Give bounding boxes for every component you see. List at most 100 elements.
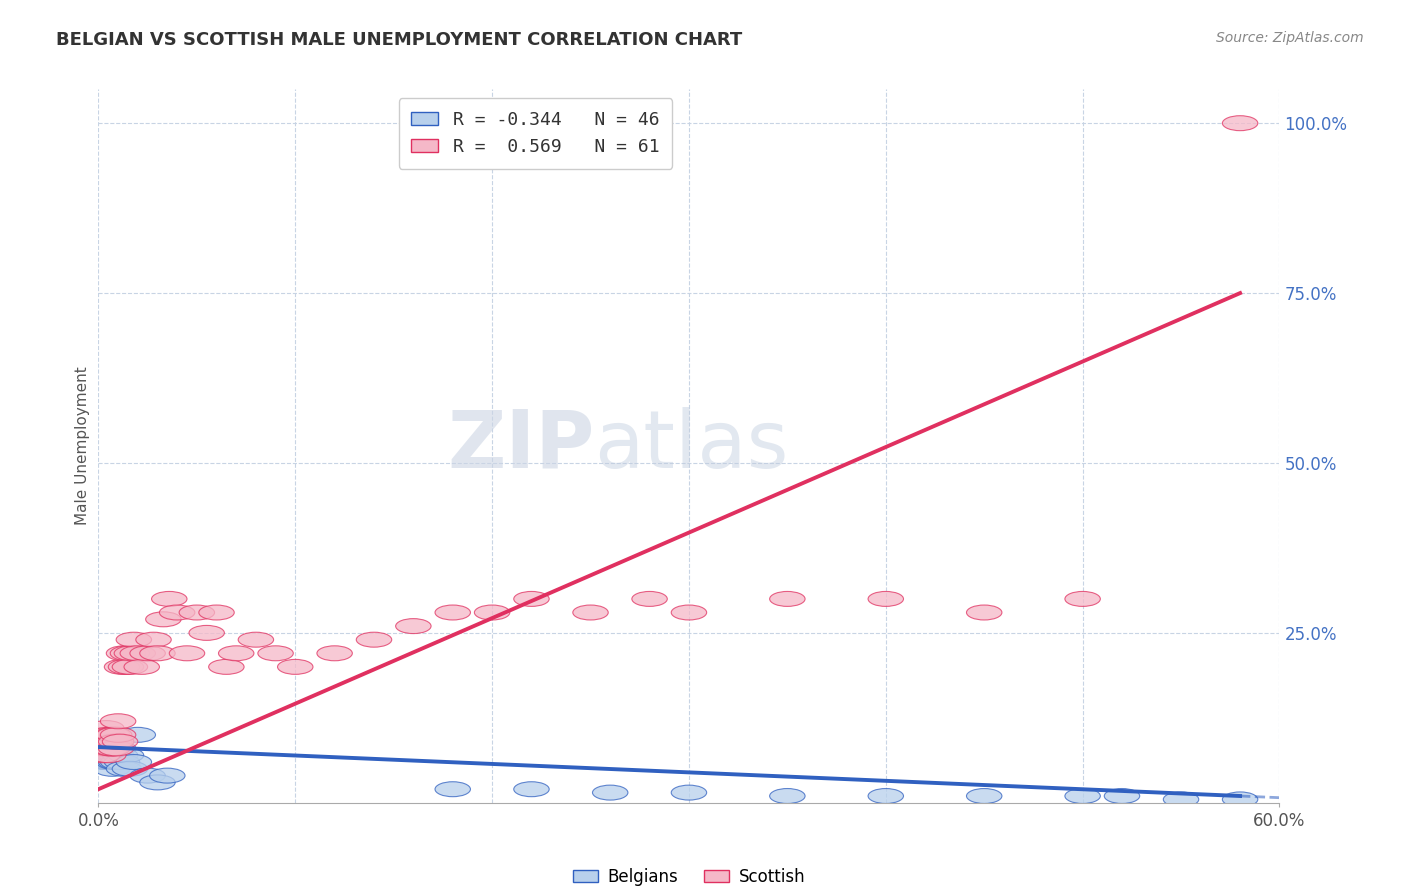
Ellipse shape <box>94 741 129 756</box>
Ellipse shape <box>129 768 166 783</box>
Ellipse shape <box>108 659 143 674</box>
Ellipse shape <box>513 781 550 797</box>
Ellipse shape <box>966 605 1002 620</box>
Ellipse shape <box>87 741 122 756</box>
Ellipse shape <box>966 789 1002 804</box>
Ellipse shape <box>198 605 235 620</box>
Ellipse shape <box>90 755 127 770</box>
Ellipse shape <box>100 714 136 729</box>
Ellipse shape <box>572 605 609 620</box>
Ellipse shape <box>671 605 707 620</box>
Ellipse shape <box>631 591 668 607</box>
Ellipse shape <box>98 755 134 770</box>
Ellipse shape <box>97 747 132 763</box>
Ellipse shape <box>513 591 550 607</box>
Ellipse shape <box>117 632 152 648</box>
Ellipse shape <box>83 741 118 756</box>
Ellipse shape <box>136 632 172 648</box>
Ellipse shape <box>84 747 120 763</box>
Ellipse shape <box>103 734 138 749</box>
Ellipse shape <box>94 734 129 749</box>
Ellipse shape <box>84 741 120 756</box>
Ellipse shape <box>110 646 146 661</box>
Ellipse shape <box>98 741 134 756</box>
Ellipse shape <box>89 755 124 770</box>
Ellipse shape <box>117 755 152 770</box>
Ellipse shape <box>356 632 392 648</box>
Ellipse shape <box>112 762 148 776</box>
Ellipse shape <box>90 727 127 742</box>
Ellipse shape <box>592 785 628 800</box>
Ellipse shape <box>90 747 127 763</box>
Ellipse shape <box>238 632 274 648</box>
Ellipse shape <box>104 755 139 770</box>
Ellipse shape <box>83 734 118 749</box>
Ellipse shape <box>87 747 122 763</box>
Ellipse shape <box>97 741 132 756</box>
Ellipse shape <box>97 734 132 749</box>
Ellipse shape <box>104 659 139 674</box>
Ellipse shape <box>218 646 254 661</box>
Ellipse shape <box>90 734 127 749</box>
Ellipse shape <box>107 646 142 661</box>
Ellipse shape <box>87 755 122 770</box>
Ellipse shape <box>169 646 205 661</box>
Ellipse shape <box>769 591 806 607</box>
Y-axis label: Male Unemployment: Male Unemployment <box>75 367 90 525</box>
Text: Source: ZipAtlas.com: Source: ZipAtlas.com <box>1216 31 1364 45</box>
Ellipse shape <box>90 741 127 756</box>
Ellipse shape <box>93 741 128 756</box>
Ellipse shape <box>188 625 225 640</box>
Ellipse shape <box>1222 792 1258 807</box>
Ellipse shape <box>89 741 124 756</box>
Ellipse shape <box>100 727 136 742</box>
Ellipse shape <box>124 659 159 674</box>
Ellipse shape <box>112 659 148 674</box>
Ellipse shape <box>107 762 142 776</box>
Ellipse shape <box>1064 789 1101 804</box>
Ellipse shape <box>120 727 156 742</box>
Ellipse shape <box>434 605 471 620</box>
Ellipse shape <box>87 727 122 742</box>
Ellipse shape <box>208 659 245 674</box>
Ellipse shape <box>868 591 904 607</box>
Ellipse shape <box>93 755 128 770</box>
Legend: R = -0.344   N = 46, R =  0.569   N = 61: R = -0.344 N = 46, R = 0.569 N = 61 <box>399 98 672 169</box>
Ellipse shape <box>474 605 510 620</box>
Ellipse shape <box>146 612 181 627</box>
Text: ZIP: ZIP <box>447 407 595 485</box>
Ellipse shape <box>84 747 120 763</box>
Ellipse shape <box>152 591 187 607</box>
Ellipse shape <box>316 646 353 661</box>
Ellipse shape <box>434 781 471 797</box>
Ellipse shape <box>94 747 129 763</box>
Ellipse shape <box>84 734 120 749</box>
Ellipse shape <box>129 646 166 661</box>
Ellipse shape <box>120 646 156 661</box>
Ellipse shape <box>97 727 132 742</box>
Ellipse shape <box>179 605 215 620</box>
Ellipse shape <box>868 789 904 804</box>
Ellipse shape <box>87 741 122 756</box>
Ellipse shape <box>671 785 707 800</box>
Text: atlas: atlas <box>595 407 789 485</box>
Ellipse shape <box>139 646 176 661</box>
Ellipse shape <box>89 734 124 749</box>
Ellipse shape <box>769 789 806 804</box>
Ellipse shape <box>1163 792 1199 807</box>
Ellipse shape <box>94 762 129 776</box>
Ellipse shape <box>93 734 128 749</box>
Ellipse shape <box>257 646 294 661</box>
Ellipse shape <box>103 747 138 763</box>
Ellipse shape <box>114 646 149 661</box>
Ellipse shape <box>149 768 186 783</box>
Ellipse shape <box>100 755 136 770</box>
Ellipse shape <box>1222 116 1258 130</box>
Ellipse shape <box>89 747 124 763</box>
Ellipse shape <box>94 755 129 770</box>
Text: BELGIAN VS SCOTTISH MALE UNEMPLOYMENT CORRELATION CHART: BELGIAN VS SCOTTISH MALE UNEMPLOYMENT CO… <box>56 31 742 49</box>
Ellipse shape <box>277 659 314 674</box>
Ellipse shape <box>98 747 134 763</box>
Ellipse shape <box>89 721 124 736</box>
Ellipse shape <box>98 734 134 749</box>
